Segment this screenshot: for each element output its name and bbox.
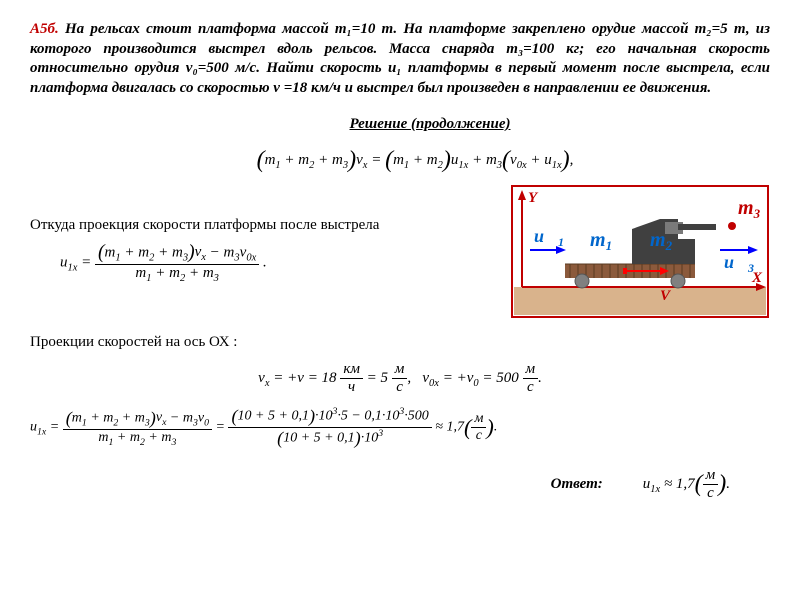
answer-value: u1x ≈ 1,7(мс). bbox=[643, 467, 730, 502]
problem-body: На рельсах стоит платформа массой m₁=10 … bbox=[30, 21, 770, 96]
section-title: Решение (продолжение) bbox=[90, 116, 770, 133]
answer-label: Ответ: bbox=[551, 476, 603, 493]
physics-diagram: Y X bbox=[510, 184, 770, 324]
u1x-calculation: u1x = (m1 + m2 + m3)vx − m3v0 m1 + m2 + … bbox=[30, 406, 770, 449]
problem-label: А5б. bbox=[30, 21, 59, 37]
derivation-text-2: Проекции скоростей на ось ОХ : bbox=[30, 334, 770, 351]
derivation-text-1: Откуда проекция скорости платформы после… bbox=[30, 217, 490, 234]
problem-statement: А5б. На рельсах стоит платформа массой m… bbox=[30, 20, 770, 98]
velocity-conversion: vx = +v = 18 кмч = 5 мс, v0x = +v0 = 500… bbox=[30, 361, 770, 396]
u1x-formula: u1x = (m1 + m2 + m3)vx − m3v0x m1 + m2 +… bbox=[60, 242, 490, 284]
momentum-equation: (m1 + m2 + m3)vx = (m1 + m2)u1x + m3(v0x… bbox=[60, 147, 770, 174]
